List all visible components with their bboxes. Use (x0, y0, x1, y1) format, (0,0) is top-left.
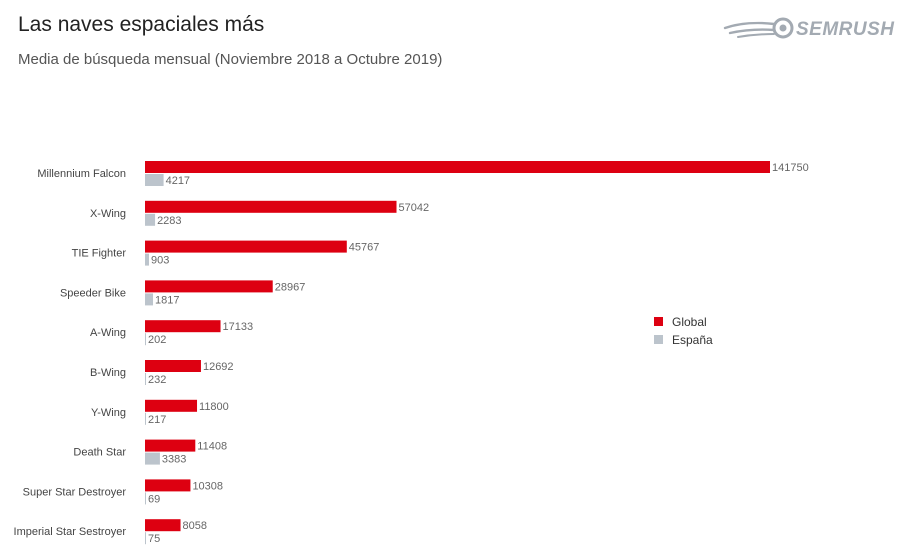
category-label: B-Wing (90, 367, 126, 379)
value-label-espana: 903 (151, 255, 169, 267)
bar-global (145, 439, 196, 452)
bar-global (145, 519, 181, 532)
chart-title: Las naves espaciales más (18, 13, 265, 36)
value-label-global: 8058 (183, 520, 207, 532)
bar-espana (145, 412, 146, 425)
bar-global (145, 360, 201, 372)
value-label-global: 57042 (399, 202, 430, 214)
category-label: A-Wing (90, 327, 126, 339)
bar-espana (145, 333, 146, 346)
value-label-espana: 202 (148, 334, 166, 346)
value-label-global: 11800 (199, 401, 229, 413)
category-label: Imperial Star Sestroyer (14, 526, 127, 538)
value-label-espana: 69 (148, 493, 160, 505)
value-label-global: 45767 (349, 242, 380, 254)
bars-layer: Millennium Falcon 141750 4217 X-Wing 57042 22… (14, 161, 809, 545)
value-label-espana: 3383 (162, 454, 186, 466)
chart-legend: Global España (654, 315, 713, 347)
bar-global (145, 280, 273, 293)
bar-global (145, 240, 347, 253)
value-label-global: 10308 (192, 480, 223, 492)
value-label-espana: 2283 (157, 215, 181, 227)
bar-global (145, 320, 221, 333)
value-label-global: 17133 (223, 321, 254, 333)
value-label-global: 11408 (197, 441, 227, 453)
category-label: TIE Fighter (72, 248, 127, 260)
bar-global (145, 200, 397, 213)
bar-global (145, 161, 770, 173)
bar-espana (145, 532, 146, 545)
legend-swatch-global (654, 317, 663, 326)
value-label-espana: 217 (148, 414, 166, 426)
bar-global (145, 479, 191, 492)
bar-espana (145, 253, 149, 266)
bar-espana (145, 452, 160, 465)
category-label: Y-Wing (91, 407, 126, 419)
category-label: Death Star (73, 447, 126, 459)
category-label: Speeder Bike (60, 287, 126, 299)
semrush-logo: SEMRUSH (723, 17, 895, 40)
value-label-espana: 1817 (155, 294, 179, 306)
value-label-global: 12692 (203, 361, 234, 373)
legend-label-global: Global (672, 315, 707, 329)
legend-swatch-espana (654, 335, 663, 344)
bar-espana (145, 492, 146, 505)
chart-subtitle: Media de búsqueda mensual (Noviembre 201… (18, 51, 443, 68)
legend-label-espana: España (672, 333, 713, 347)
value-label-espana: 75 (148, 533, 160, 545)
semrush-wordmark: SEMRUSH (796, 19, 895, 40)
value-label-espana: 232 (148, 374, 166, 386)
category-label: X-Wing (90, 208, 126, 220)
value-label-global: 141750 (772, 162, 809, 174)
bar-espana (145, 174, 164, 186)
value-label-espana: 4217 (166, 175, 190, 187)
category-label: Super Star Destroyer (23, 486, 127, 498)
semrush-fireball-icon (723, 17, 794, 39)
bar-espana (145, 213, 156, 226)
category-label: Millennium Falcon (37, 168, 126, 180)
value-label-global: 28967 (275, 281, 306, 293)
bar-espana (145, 373, 147, 385)
bar-global (145, 399, 198, 412)
bar-espana (145, 293, 154, 306)
